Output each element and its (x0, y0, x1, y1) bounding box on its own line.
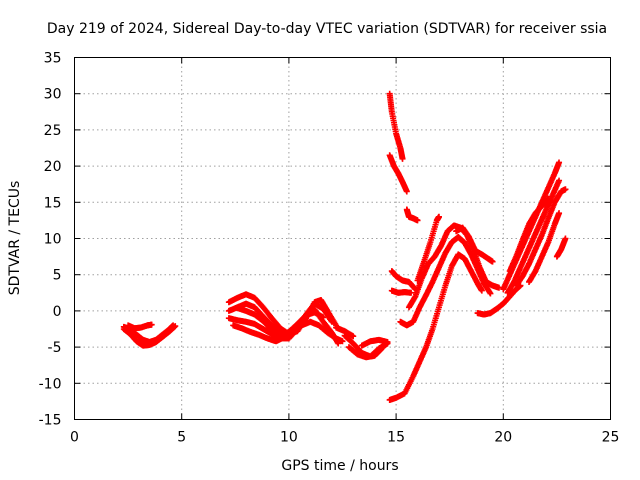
x-tick-label: 20 (494, 430, 512, 446)
series-21 (414, 213, 442, 284)
y-tick-label: 10 (44, 232, 62, 248)
series-7 (230, 318, 346, 345)
data-point (556, 159, 563, 166)
y-tick-label: 15 (44, 195, 62, 211)
x-tick-label: 15 (387, 430, 405, 446)
series-15 (403, 206, 421, 224)
series-22 (453, 224, 496, 265)
x-tick-label: 25 (602, 430, 620, 446)
series-11 (333, 324, 357, 340)
series-17 (388, 287, 415, 296)
y-axis-label: SDTVAR / TECUs (7, 181, 23, 296)
y-tick-label: -5 (48, 340, 62, 356)
data-point (350, 333, 357, 340)
x-axis-label: GPS time / hours (281, 458, 398, 474)
data-point (435, 213, 442, 220)
data-point (489, 258, 496, 265)
data-point (328, 318, 335, 325)
series-28 (526, 210, 563, 285)
data-point (545, 195, 552, 202)
x-tick-label: 5 (177, 430, 186, 446)
data-point (556, 210, 563, 217)
series-16 (388, 268, 419, 293)
y-tick-label: -15 (39, 413, 62, 429)
series-8 (234, 305, 327, 339)
data-point (339, 338, 346, 345)
data-point (478, 287, 485, 294)
data-point (562, 235, 569, 242)
chart-title: Day 219 of 2024, Sidereal Day-to-day VTE… (47, 21, 607, 37)
y-tick-label: 0 (53, 304, 62, 320)
y-tick-label: 5 (53, 268, 62, 284)
data-point (380, 344, 387, 351)
data-point (170, 322, 177, 329)
data-point (320, 314, 327, 321)
x-tick-label: 10 (280, 430, 298, 446)
data-point (403, 188, 410, 195)
y-tick-label: -10 (39, 376, 62, 392)
data-point (384, 339, 391, 346)
data-point (487, 290, 494, 297)
data-point (556, 177, 563, 184)
data-point (408, 289, 415, 296)
series-26 (506, 195, 552, 275)
data-point (379, 344, 386, 351)
series-29 (553, 235, 569, 260)
y-tick-label: 30 (44, 87, 62, 103)
series-13 (386, 90, 406, 162)
series-23 (474, 282, 524, 318)
series-12 (358, 336, 391, 349)
data-point (562, 186, 569, 193)
series-27 (513, 186, 569, 289)
data-point (399, 155, 406, 162)
y-tick-label: 20 (44, 159, 62, 175)
series-10 (345, 344, 387, 361)
y-tick-label: 35 (44, 51, 62, 67)
series-25 (504, 177, 563, 296)
x-tick-label: 0 (70, 430, 79, 446)
y-tick-label: 25 (44, 123, 62, 139)
data-points (120, 90, 569, 403)
series-2 (120, 322, 177, 346)
data-point (414, 217, 421, 224)
series-14 (386, 152, 410, 195)
series-18 (386, 251, 485, 403)
data-point (148, 321, 155, 328)
series-3 (125, 321, 155, 332)
axis-ticks: 0 5 10 15 20 25 -15 -10 -5 0 5 10 15 20 25 30 35 (39, 51, 620, 446)
